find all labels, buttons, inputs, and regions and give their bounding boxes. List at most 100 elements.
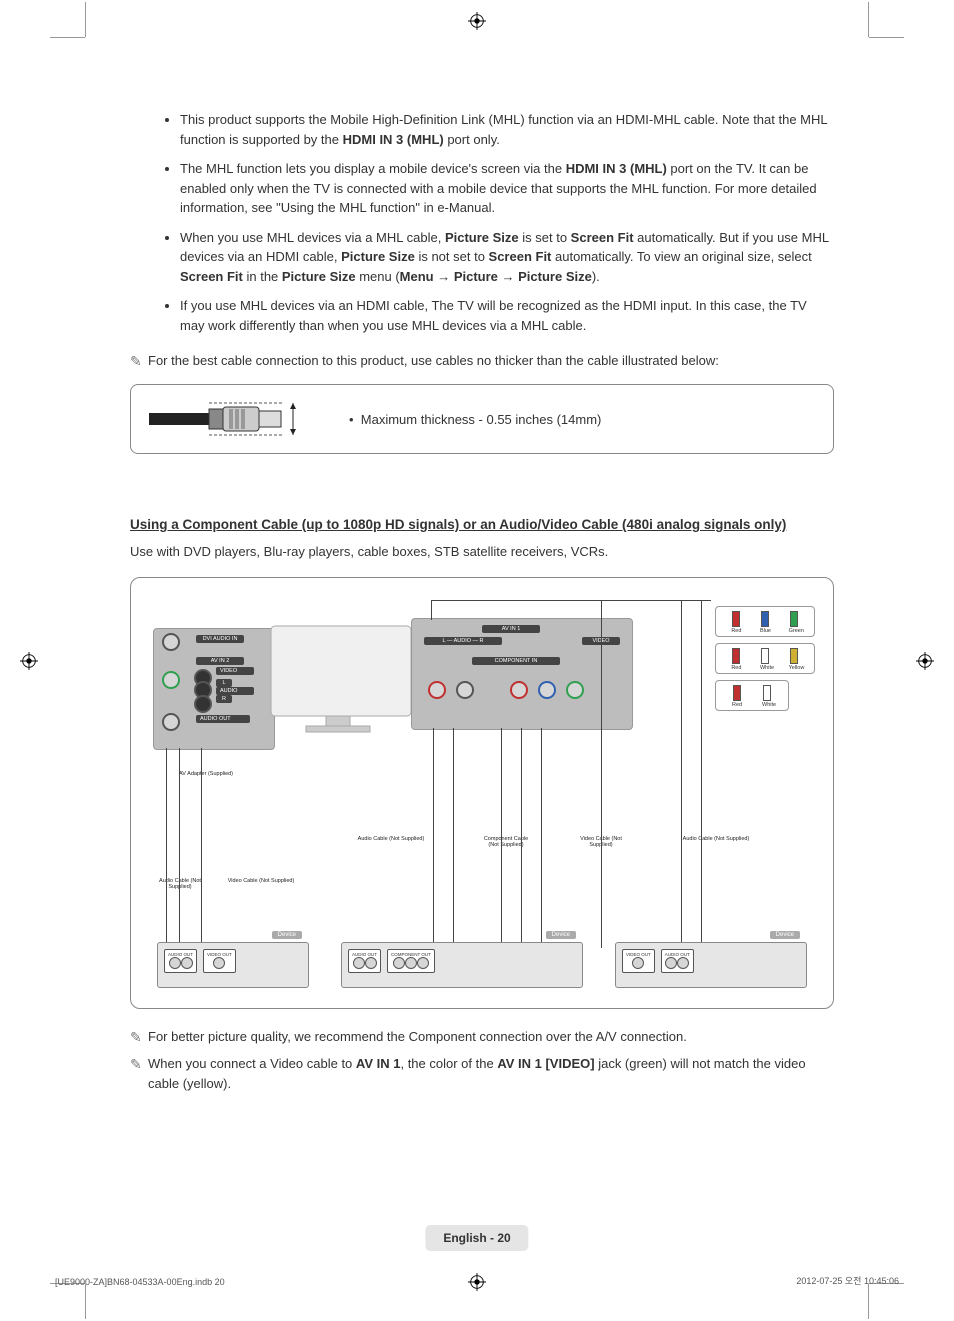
wire	[166, 748, 167, 948]
label-video-cable-left: Video Cable (Not Supplied)	[221, 878, 301, 884]
crop-mark	[868, 2, 869, 37]
wire	[453, 728, 454, 948]
wire	[179, 748, 180, 948]
port-icon	[566, 681, 584, 699]
label-audio: AUDIO	[216, 687, 254, 695]
legend-label: Yellow	[789, 665, 805, 671]
plug-icon: White	[760, 648, 770, 671]
tv-back-panel-left: DVI AUDIO IN AV IN 2 VIDEO L AUDIO R AUD…	[153, 628, 275, 750]
port-label: AUDIO OUT	[352, 952, 377, 957]
bullet-text: menu (	[356, 269, 400, 284]
registration-mark-icon	[916, 652, 934, 670]
device-label: Device	[272, 931, 302, 939]
wire	[701, 600, 702, 688]
wire	[501, 728, 502, 948]
port-icon	[393, 957, 405, 969]
note-fragment: When you connect a Video cable to	[148, 1056, 356, 1071]
label-dvi-audio-in: DVI AUDIO IN	[196, 635, 244, 643]
port-box: AUDIO OUT	[348, 949, 381, 973]
wire	[433, 728, 434, 948]
device-box: Device AUDIO OUT VIDEO OUT	[157, 942, 309, 988]
port-icon	[428, 681, 446, 699]
port-box: VIDEO OUT	[203, 949, 236, 973]
note-row: ✎ When you connect a Video cable to AV I…	[130, 1054, 834, 1093]
note-bold: AV IN 1 [VIDEO]	[497, 1056, 594, 1071]
bullet-bold: Screen Fit	[489, 249, 552, 264]
note-icon: ✎	[130, 351, 148, 372]
bullet-item: If you use MHL devices via an HDMI cable…	[180, 296, 834, 335]
registration-mark-icon	[20, 652, 38, 670]
note-row: ✎ For the best cable connection to this …	[130, 351, 834, 372]
port-icon	[677, 957, 689, 969]
section-lead: Use with DVD players, Blu-ray players, c…	[130, 542, 834, 562]
note-icon: ✎	[130, 1054, 148, 1093]
crop-mark	[868, 1284, 869, 1319]
legend-rw: Red White	[715, 680, 789, 711]
bullet-text: If you use MHL devices via an HDMI cable…	[180, 298, 807, 333]
port-icon	[162, 671, 180, 689]
imprint-timestamp: 2012-07-25 오전 10:45:06	[796, 1274, 899, 1287]
page-footer-badge: English - 20	[425, 1225, 528, 1251]
diagram-inner: DVI AUDIO IN AV IN 2 VIDEO L AUDIO R AUD…	[141, 588, 823, 998]
plug-icon: Red	[731, 648, 741, 671]
note-text: For the best cable connection to this pr…	[148, 351, 834, 372]
port-icon	[632, 957, 644, 969]
port-box: VIDEO OUT	[622, 949, 655, 973]
bullet-text: ).	[592, 269, 600, 284]
plug-icon: Green	[789, 611, 799, 634]
page-root: This product supports the Mobile High-De…	[0, 0, 954, 1321]
plug-icon: Red	[731, 611, 741, 634]
wire	[681, 688, 682, 948]
label-r: R	[216, 695, 232, 703]
note-text: When you connect a Video cable to AV IN …	[148, 1054, 834, 1093]
legend-label: Green	[789, 628, 804, 634]
legend-rwy: Red White Yellow	[715, 643, 815, 674]
bullet-text: in the	[243, 269, 282, 284]
wire	[431, 600, 432, 620]
imprint-file: [UE9000-ZA]BN68-04533A-00Eng.indb 20	[55, 1277, 225, 1287]
registration-mark-icon	[468, 12, 486, 30]
crop-mark	[85, 1284, 86, 1319]
bullet-bold: HDMI IN 3 (MHL)	[566, 161, 667, 176]
bullet-text: port only.	[444, 132, 500, 147]
label-audio-cable-left: Audio Cable (Not Supplied)	[155, 878, 205, 890]
legend-label: Blue	[760, 628, 771, 634]
crop-mark	[85, 2, 86, 37]
legend-rgb: Red Blue Green	[715, 606, 815, 637]
cable-legend: Red Blue Green Red White Yellow Red Whit…	[715, 606, 815, 717]
port-icon	[665, 957, 677, 969]
port-label: AUDIO OUT	[168, 952, 193, 957]
legend-label: White	[760, 665, 774, 671]
bullet-bold: Menu → Picture → Picture Size	[400, 269, 592, 284]
plug-icon: Yellow	[789, 648, 799, 671]
tv-back-panel-right: AV IN 1 L — AUDIO — R VIDEO COMPONENT IN	[411, 618, 633, 730]
port-icon	[510, 681, 528, 699]
bullet-text: is not set to	[415, 249, 489, 264]
bullet-bold: Screen Fit	[571, 230, 634, 245]
wire	[541, 728, 542, 948]
label-avin1: AV IN 1	[482, 625, 540, 633]
device-label: Device	[546, 931, 576, 939]
wire	[601, 688, 602, 948]
port-icon	[417, 957, 429, 969]
label-audio-lr: L — AUDIO — R	[424, 637, 502, 645]
tv-outline	[261, 608, 421, 748]
label-avin2: AV IN 2	[196, 657, 244, 665]
bullet-list: This product supports the Mobile High-De…	[180, 110, 834, 335]
bullet-bold: Picture Size	[445, 230, 519, 245]
label-audio-cable-2: Audio Cable (Not Supplied)	[671, 836, 761, 842]
crop-mark	[50, 37, 85, 38]
legend-label: Red	[731, 665, 741, 671]
device-row: Device AUDIO OUT VIDEO OUT Device AUDIO …	[153, 942, 811, 988]
bullet-bold: Picture Size	[341, 249, 415, 264]
bullet-item: When you use MHL devices via a MHL cable…	[180, 228, 834, 287]
bullet-text: is set to	[519, 230, 571, 245]
port-icon	[365, 957, 377, 969]
wire	[681, 600, 682, 688]
cable-max-text: • Maximum thickness - 0.55 inches (14mm)	[349, 412, 601, 427]
wire	[431, 600, 711, 601]
cable-illustration	[149, 399, 309, 439]
bullet-item: This product supports the Mobile High-De…	[180, 110, 834, 149]
label-video: VIDEO	[216, 667, 254, 675]
port-icon	[162, 713, 180, 731]
